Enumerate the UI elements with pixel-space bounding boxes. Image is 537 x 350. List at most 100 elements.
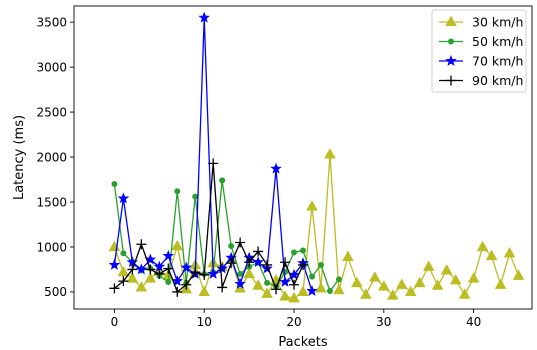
legend-label: 30 km/h xyxy=(472,15,523,30)
data-point xyxy=(291,249,298,256)
data-point xyxy=(198,285,211,297)
data-point xyxy=(190,267,201,278)
y-tick-label: 1500 xyxy=(36,195,67,209)
legend-entry: 70 km/h xyxy=(439,54,523,69)
data-point xyxy=(117,192,130,204)
legend-marker xyxy=(447,38,454,45)
data-point xyxy=(512,269,525,280)
plot-marks xyxy=(108,11,525,303)
x-tick-label: 30 xyxy=(376,315,391,329)
data-point xyxy=(198,11,210,23)
data-point xyxy=(387,289,399,300)
legend-entry: 90 km/h xyxy=(439,73,523,88)
data-point xyxy=(298,259,308,270)
data-point xyxy=(253,246,264,257)
data-point xyxy=(333,283,345,295)
legend-entry: 30 km/h xyxy=(439,15,523,30)
data-point xyxy=(440,264,453,275)
data-point xyxy=(458,288,471,299)
legend-label: 70 km/h xyxy=(472,54,523,69)
data-point xyxy=(279,290,291,301)
data-point xyxy=(171,275,184,287)
legend-box xyxy=(431,9,527,93)
data-point xyxy=(108,258,121,270)
data-point xyxy=(485,249,498,261)
data-point xyxy=(449,274,462,285)
data-point xyxy=(404,285,417,297)
data-point xyxy=(135,281,148,292)
legend-marker xyxy=(445,54,457,66)
y-tick-label: 2500 xyxy=(36,105,67,119)
data-point xyxy=(235,237,246,248)
x-tick-label: 10 xyxy=(197,315,212,329)
data-point xyxy=(289,279,300,290)
data-point xyxy=(162,249,175,261)
data-point xyxy=(165,279,172,286)
x-tick-label: 0 xyxy=(111,315,119,329)
data-point xyxy=(262,259,273,270)
data-point xyxy=(342,250,354,261)
data-point xyxy=(109,283,120,294)
data-point xyxy=(163,263,174,274)
data-point xyxy=(145,264,156,275)
data-point xyxy=(306,200,318,211)
data-point xyxy=(237,270,244,277)
data-point xyxy=(174,188,181,195)
data-point xyxy=(494,278,507,289)
data-point xyxy=(244,257,255,268)
data-point xyxy=(315,282,327,293)
legend-label: 90 km/h xyxy=(472,73,523,88)
data-point xyxy=(326,288,333,295)
axes: 0 10 20 30 40 500 1000 1500 2000 2500 3000 3500 Pack… xyxy=(12,5,533,350)
data-point xyxy=(180,261,193,273)
data-point xyxy=(261,287,273,298)
data-point xyxy=(335,276,342,283)
data-point xyxy=(395,278,408,289)
series-line xyxy=(114,162,304,293)
series-0 xyxy=(108,148,525,303)
data-point xyxy=(207,267,219,279)
data-point xyxy=(422,260,435,271)
data-point xyxy=(144,272,157,283)
data-point xyxy=(306,284,318,296)
data-point xyxy=(117,265,130,277)
data-point xyxy=(324,148,336,159)
data-point xyxy=(226,258,237,269)
data-point xyxy=(171,239,184,251)
y-axis-label: Latency (ms) xyxy=(12,115,27,200)
data-point xyxy=(431,279,444,290)
x-tick-label: 20 xyxy=(286,315,301,329)
y-tick-label: 2000 xyxy=(36,150,67,164)
data-point xyxy=(120,250,127,257)
data-point xyxy=(199,269,210,280)
data-point xyxy=(297,285,309,297)
y-tick-label: 3000 xyxy=(36,60,67,74)
data-point xyxy=(192,193,199,200)
data-point xyxy=(467,272,480,283)
data-point xyxy=(270,162,282,174)
data-point xyxy=(317,261,324,268)
data-point xyxy=(216,262,228,274)
data-point xyxy=(369,271,381,282)
data-point xyxy=(219,177,226,184)
data-point xyxy=(172,286,183,297)
data-point xyxy=(127,264,138,275)
data-point xyxy=(351,276,363,288)
x-axis-label: Packets xyxy=(278,335,328,350)
data-point xyxy=(271,284,282,295)
data-point xyxy=(360,288,372,299)
data-point xyxy=(228,243,235,250)
data-point xyxy=(299,247,306,254)
y-tick-label: 3500 xyxy=(36,15,67,29)
series-line xyxy=(113,153,520,299)
legend-label: 50 km/h xyxy=(472,34,523,49)
data-point xyxy=(413,276,426,288)
data-point xyxy=(217,282,228,293)
series-3 xyxy=(109,158,308,297)
data-point xyxy=(234,277,246,289)
data-point xyxy=(288,268,300,280)
data-point xyxy=(264,279,271,286)
y-tick-label: 500 xyxy=(44,285,67,299)
series-2 xyxy=(108,11,318,296)
